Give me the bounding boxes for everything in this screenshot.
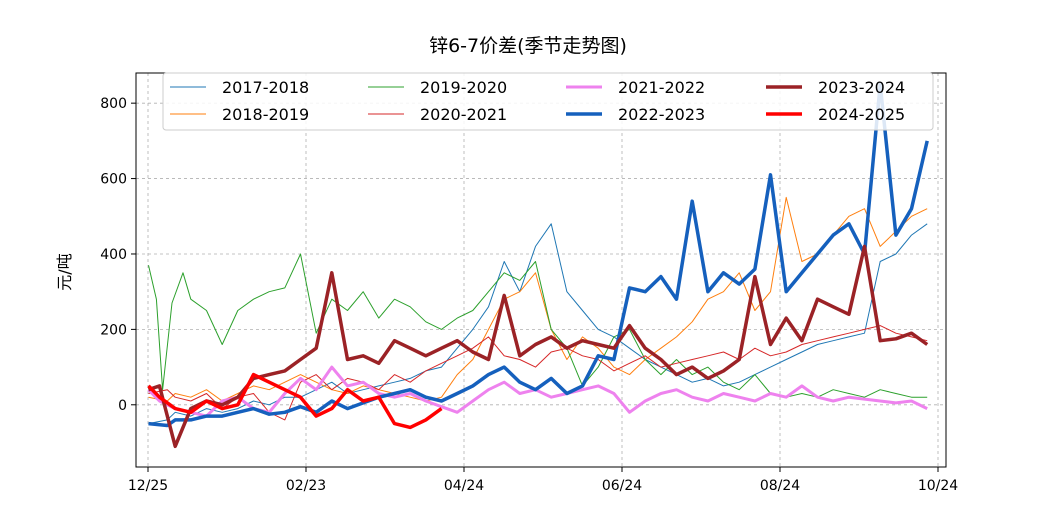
legend-label: 2024-2025 [818, 105, 905, 124]
legend-label: 2020-2021 [420, 105, 507, 124]
y-tick-label: 0 [118, 398, 127, 414]
legend-label: 2021-2022 [618, 78, 705, 97]
legend-label: 2023-2024 [818, 78, 905, 97]
series-line-2018-2019 [148, 196, 928, 402]
series-line-2023-2024 [147, 244, 929, 449]
series-line-2017-2018 [148, 223, 928, 425]
legend-label: 2018-2019 [222, 105, 309, 124]
legend-label: 2022-2023 [618, 105, 705, 124]
series-line-2024-2025 [147, 372, 443, 430]
x-tick-label: 04/24 [444, 478, 484, 494]
y-tick-label: 600 [100, 172, 127, 188]
legend: 2017-2018 2018-2019 2019-2020 2020-2021 2021… [162, 72, 934, 131]
y-axis-label: 元/吨 [55, 253, 74, 290]
chart-title: 锌6-7价差(季节走势图) [429, 35, 627, 57]
x-tick-label: 10/24 [918, 478, 958, 494]
y-tick-label: 200 [100, 322, 127, 338]
x-tick-label: 12/25 [128, 478, 168, 494]
x-tick-label: 02/23 [286, 478, 326, 494]
y-tick-label: 400 [100, 247, 127, 263]
y-tick-label: 800 [100, 96, 127, 112]
x-tick-label: 08/24 [760, 478, 800, 494]
legend-box [162, 72, 934, 131]
legend-label: 2019-2020 [420, 78, 507, 97]
legend-label: 2017-2018 [222, 78, 309, 97]
series-line-2019-2020 [148, 253, 928, 398]
x-tick-label: 06/24 [602, 478, 642, 494]
gridlines [136, 73, 946, 467]
series-lines [147, 82, 929, 449]
axes: 0 200 400 600 800 12/25 02/23 04/24 06/24 08/24 10… [100, 72, 958, 494]
series-line-2022-2023 [148, 82, 929, 428]
